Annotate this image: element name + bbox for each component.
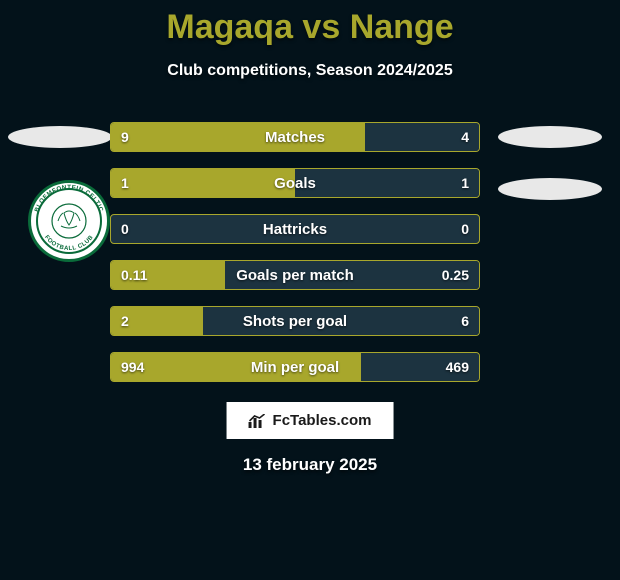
- stat-bars: Matches9 4 Goals1 1 Hattricks0 0 Goals per mat…: [110, 122, 480, 398]
- page-title: Magaqa vs Nange: [0, 8, 620, 47]
- ellipse-right-1: [498, 126, 602, 148]
- stat-value-left: 994: [121, 353, 144, 381]
- stat-label: Hattricks: [111, 215, 479, 243]
- footer-brand-text: FcTables.com: [273, 412, 372, 429]
- stat-value-left: 1: [121, 169, 129, 197]
- stat-label: Min per goal: [111, 353, 479, 381]
- stat-value-right: 0.25: [442, 261, 469, 289]
- stat-row: Matches9 4: [110, 122, 480, 152]
- stat-label: Goals per match: [111, 261, 479, 289]
- stat-value-right: 1: [461, 169, 469, 197]
- stat-value-right: 4: [461, 123, 469, 151]
- stat-value-left: 0.11: [121, 261, 147, 289]
- page-subtitle: Club competitions, Season 2024/2025: [0, 62, 620, 80]
- stat-row: Shots per goal2 6: [110, 306, 480, 336]
- ellipse-right-2: [498, 178, 602, 200]
- stat-row: Hattricks0 0: [110, 214, 480, 244]
- stat-value-right: 6: [461, 307, 469, 335]
- footer-brand-badge[interactable]: FcTables.com: [227, 402, 394, 439]
- stat-value-right: 0: [461, 215, 469, 243]
- date-text: 13 february 2025: [0, 455, 620, 475]
- ellipse-left-1: [8, 126, 112, 148]
- stat-value-left: 2: [121, 307, 129, 335]
- stat-label: Matches: [111, 123, 479, 151]
- stat-value-left: 9: [121, 123, 129, 151]
- club-badge-left: BLOEMFONTEIN CELTIC FOOTBALL CLUB: [28, 180, 110, 262]
- stat-row: Min per goal994 469: [110, 352, 480, 382]
- stat-label: Shots per goal: [111, 307, 479, 335]
- stat-row: Goals1 1: [110, 168, 480, 198]
- stat-label: Goals: [111, 169, 479, 197]
- stat-row: Goals per match0.11 0.25: [110, 260, 480, 290]
- fctables-logo-icon: [249, 414, 267, 428]
- club-badge-text-svg: BLOEMFONTEIN CELTIC FOOTBALL CLUB: [28, 180, 110, 262]
- stat-value-left: 0: [121, 215, 129, 243]
- stat-value-right: 469: [446, 353, 469, 381]
